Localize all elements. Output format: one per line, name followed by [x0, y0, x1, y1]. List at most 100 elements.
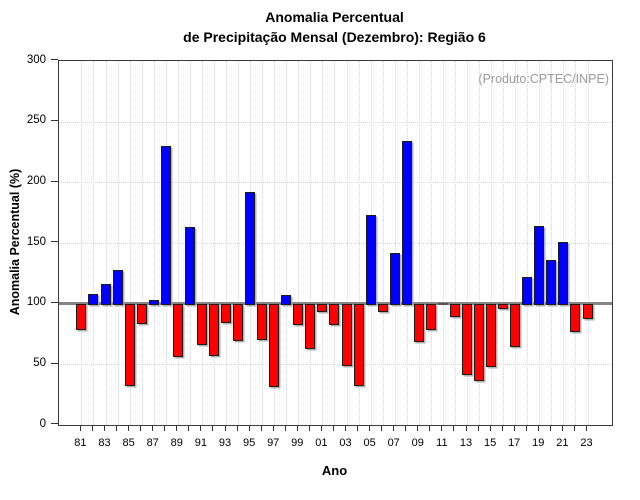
x-axis-tick: [284, 425, 286, 432]
x-axis-tick: [357, 425, 359, 432]
y-tick-label: 250: [26, 114, 46, 127]
bar-2013: [462, 303, 472, 376]
y-axis-tick: [51, 301, 58, 303]
bar-1993: [221, 303, 231, 324]
bar-2007: [389, 252, 400, 305]
x-axis-tick: [477, 425, 479, 432]
x-axis-tick: [405, 425, 407, 432]
x-tick-label: 09: [411, 437, 424, 449]
x-tick-label: 19: [532, 437, 545, 449]
chart-title-line2: de Precipitação Mensal (Dezembro): Regiã…: [183, 29, 486, 45]
x-tick-label: 83: [98, 437, 111, 449]
x-axis-tick: [116, 425, 118, 432]
horizontal-gridline: [59, 243, 612, 244]
bar-2001: [317, 303, 328, 313]
y-tick-label: 300: [26, 53, 46, 66]
x-axis-tick: [91, 425, 93, 432]
x-tick-label: 15: [483, 437, 497, 449]
y-tick-label: 200: [26, 174, 46, 187]
x-tick-label: 23: [580, 437, 593, 449]
bar-1985: [124, 303, 135, 387]
bar-1992: [208, 303, 219, 356]
x-tick-label: 11: [436, 437, 448, 449]
horizontal-gridline: [59, 364, 612, 366]
bar-2005: [365, 215, 376, 305]
y-axis-tick: [51, 119, 58, 121]
bar-2016: [498, 303, 509, 309]
baseline-100: [59, 302, 612, 305]
x-tick-label: 87: [146, 437, 159, 449]
x-axis-tick: [272, 425, 274, 432]
x-axis-tick: [104, 425, 105, 432]
x-axis-tick: [164, 425, 166, 432]
bar-2017: [510, 303, 521, 348]
x-axis-tick: [489, 425, 491, 432]
y-tick-label: 50: [33, 356, 46, 369]
x-axis-tick: [513, 425, 515, 432]
x-axis-tick: [308, 425, 310, 432]
bar-1994: [233, 303, 244, 342]
x-tick-label: 85: [122, 437, 135, 449]
x-axis-tick: [224, 425, 226, 432]
bar-2004: [353, 303, 364, 387]
bar-2008: [401, 141, 412, 305]
x-tick-label: 03: [339, 437, 352, 449]
bar-2012: [449, 303, 460, 317]
bar-2019: [534, 226, 545, 305]
x-axis-tick: [525, 425, 527, 432]
x-axis-tick: [236, 425, 238, 432]
bar-1999: [293, 303, 304, 326]
x-axis-tick: [381, 425, 383, 432]
x-tick-label: 17: [508, 437, 521, 449]
x-axis-tick: [128, 425, 130, 432]
x-axis-tick: [296, 425, 298, 432]
bar-1987: [148, 300, 159, 305]
x-axis-tick: [549, 425, 551, 432]
x-axis-tick: [417, 425, 419, 432]
bar-2009: [413, 303, 424, 343]
bar-2002: [329, 303, 340, 326]
bar-1998: [281, 295, 292, 305]
horizontal-gridline: [59, 121, 612, 123]
y-tick-label: 0: [39, 417, 46, 430]
bar-2023: [582, 303, 593, 320]
x-tick-label: 13: [459, 437, 473, 449]
bar-1988: [160, 145, 171, 305]
bar-1986: [136, 303, 147, 325]
bar-1991: [196, 303, 207, 345]
x-tick-label: 05: [363, 437, 376, 449]
x-axis-tick: [332, 425, 334, 432]
x-axis-tick: [345, 425, 346, 432]
x-axis-tick: [501, 425, 503, 432]
x-axis-tick: [586, 425, 587, 432]
y-tick-label: 100: [26, 296, 46, 309]
x-axis-tick: [429, 425, 431, 432]
x-axis-tick: [393, 425, 395, 432]
x-axis-tick: [260, 425, 262, 432]
bar-1989: [172, 303, 183, 358]
x-tick-label: 01: [315, 437, 328, 449]
x-axis-tick: [537, 425, 539, 432]
y-axis-tick: [51, 180, 58, 182]
y-axis-tick: [51, 423, 58, 425]
x-tick-label: 07: [387, 437, 400, 449]
bar-2000: [305, 303, 316, 349]
bar-2022: [570, 303, 581, 332]
y-axis-tick: [51, 241, 58, 243]
x-tick-label: 99: [291, 437, 304, 449]
x-axis-tick: [79, 425, 81, 432]
x-axis-tick: [200, 425, 202, 432]
x-axis-tick: [441, 425, 443, 432]
y-axis-tick: [51, 59, 58, 61]
x-axis-tick: [465, 425, 467, 432]
x-axis-tick: [453, 425, 455, 432]
bar-1996: [257, 303, 268, 341]
x-axis-tick: [188, 425, 190, 432]
chart-title-line1: Anomalia Percentual: [265, 9, 404, 25]
x-tick-label: 81: [74, 437, 87, 449]
bar-1984: [112, 269, 123, 305]
x-axis-tick: [320, 425, 322, 432]
x-tick-label: 21: [556, 437, 569, 449]
x-axis-label: Ano: [321, 463, 348, 478]
bar-2021: [558, 241, 569, 305]
